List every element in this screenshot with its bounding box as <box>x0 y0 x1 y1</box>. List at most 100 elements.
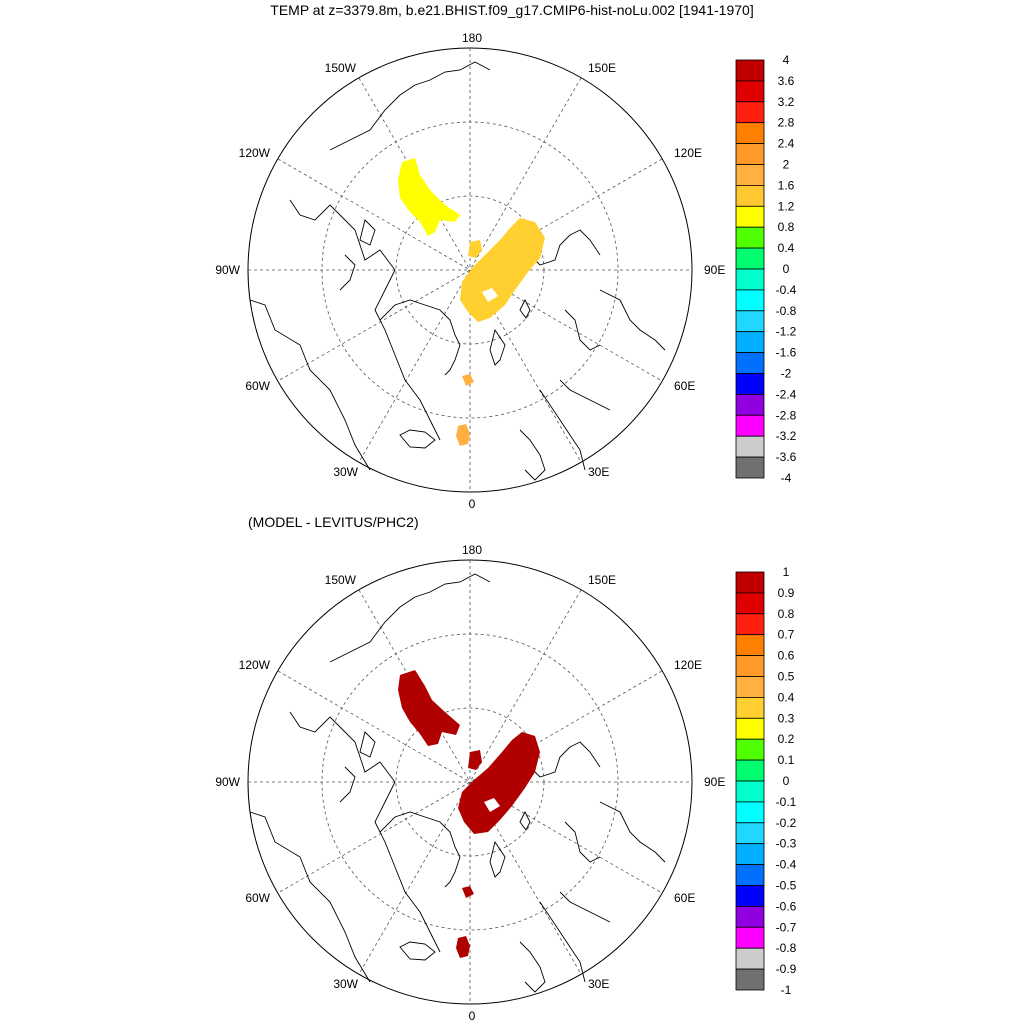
top-graticule <box>248 48 692 492</box>
top-anomaly-region-c <box>462 374 474 386</box>
bottom-lon-120w: 120W <box>239 658 271 672</box>
bottom-colorbar-box <box>735 592 765 615</box>
bottom-lon-0: 0 <box>469 1009 476 1023</box>
bottom-colorbar-label: -1 <box>781 983 792 997</box>
bottom-lon-90w: 90W <box>215 775 240 789</box>
bottom-colorbar-label: -0.5 <box>776 879 797 893</box>
top-colorbar-label: 0.8 <box>778 220 795 234</box>
top-lon-0: 0 <box>469 497 476 511</box>
bottom-lon-60w: 60W <box>245 891 270 905</box>
bottom-anomaly-region-a <box>398 670 460 746</box>
bottom-lon-30w: 30W <box>333 977 358 991</box>
top-anomaly-region-b2 <box>468 240 482 258</box>
bottom-colorbar-box <box>735 697 765 719</box>
top-colorbar-box <box>735 310 765 333</box>
top-colorbar-label: -2.4 <box>776 387 797 401</box>
top-colorbar-box <box>735 247 765 270</box>
bottom-lon-60e: 60E <box>674 891 695 905</box>
top-colorbar-label: 2.4 <box>778 137 795 151</box>
bottom-graticule <box>248 560 692 1004</box>
top-anomaly-region-c2 <box>456 424 470 446</box>
bottom-colorbar-label: 0.8 <box>778 607 795 621</box>
top-colorbar-label: -1.2 <box>776 325 797 339</box>
bottom-colorbar-box <box>735 759 765 782</box>
top-colorbar-box <box>735 164 765 186</box>
top-lon-30e: 30E <box>588 465 609 479</box>
top-field <box>398 158 545 446</box>
bottom-colorbar-box <box>735 717 765 740</box>
bottom-colorbar-box <box>735 885 765 907</box>
bottom-colorbar-box <box>735 571 765 594</box>
top-colorbar-label: -1.6 <box>776 346 797 360</box>
top-colorbar-label: -0.8 <box>776 304 797 318</box>
top-colorbar-box <box>735 414 765 437</box>
top-colorbar-label: -4 <box>781 471 792 485</box>
top-colorbar: 4 3.6 3.2 2.8 2.4 2 1.6 1.2 0.8 0.4 0 -0.4 -0.8 -1.2 -… <box>735 53 797 485</box>
bottom-field <box>398 670 540 958</box>
bottom-colorbar-label: 0 <box>783 774 790 788</box>
top-colorbar-box <box>735 435 765 458</box>
bottom-lon-90e: 90E <box>704 775 725 789</box>
bottom-colorbar-label: 0.3 <box>778 711 795 725</box>
bottom-anomaly-region-b <box>458 732 540 834</box>
top-map: 180 0 90W 90E 150W 120W 150E 120E 60W 30… <box>215 31 796 511</box>
top-colorbar-label: 2.8 <box>778 116 795 130</box>
top-lon-180: 180 <box>462 31 482 45</box>
bottom-colorbar-label: -0.4 <box>776 858 797 872</box>
top-colorbar-box <box>735 205 765 228</box>
bottom-colorbar-label: 0.7 <box>778 628 795 642</box>
top-colorbar-box <box>735 352 765 374</box>
bottom-anomaly-region-b2 <box>468 750 482 770</box>
bottom-colorbar-label: 0.2 <box>778 732 795 746</box>
top-coastlines <box>249 61 666 481</box>
bottom-colorbar-box <box>735 801 765 824</box>
bottom-colorbar-box <box>735 613 765 636</box>
bottom-colorbar-label: 0.6 <box>778 649 795 663</box>
bottom-map: 180 0 90W 90E 150W 120W 150E 120E 60W 30… <box>215 543 796 1023</box>
top-colorbar-box <box>735 456 765 479</box>
top-colorbar-label: 4 <box>783 53 790 67</box>
top-lon-60e: 60E <box>674 379 695 393</box>
bottom-colorbar-box <box>735 968 765 991</box>
top-colorbar-box <box>735 289 765 312</box>
top-colorbar-label: 1.6 <box>778 178 795 192</box>
top-colorbar-box <box>735 80 765 103</box>
bottom-lon-150e: 150E <box>588 573 616 587</box>
bottom-colorbar-label: -0.6 <box>776 899 797 913</box>
top-colorbar-box <box>735 393 765 416</box>
bottom-coastlines <box>249 573 666 993</box>
bottom-lon-30e: 30E <box>588 977 609 991</box>
top-lon-150w: 150W <box>325 61 357 75</box>
top-lon-60w: 60W <box>245 379 270 393</box>
top-anomaly-region-a <box>398 158 460 236</box>
bottom-colorbar-box <box>735 738 765 761</box>
bottom-colorbar: 1 0.9 0.8 0.7 0.6 0.5 0.4 0.3 0.2 0.1 0 -0.1 -0.2 -0.… <box>735 565 797 997</box>
top-lon-120w: 120W <box>239 146 271 160</box>
bottom-colorbar-box <box>735 655 765 677</box>
bottom-lon-120e: 120E <box>674 658 702 672</box>
top-colorbar-label: -2 <box>781 367 792 381</box>
bottom-colorbar-label: -0.2 <box>776 816 797 830</box>
bottom-colorbar-label: -0.1 <box>776 795 797 809</box>
top-colorbar-box <box>735 101 765 124</box>
top-colorbar-box <box>735 226 765 249</box>
top-colorbar-label: 0.4 <box>778 241 795 255</box>
top-colorbar-label: -0.4 <box>776 283 797 297</box>
bottom-colorbar-label: -0.9 <box>776 962 797 976</box>
bottom-colorbar-label: 0.1 <box>778 753 795 767</box>
top-colorbar-box <box>735 122 765 144</box>
top-lon-120e: 120E <box>674 146 702 160</box>
top-colorbar-box <box>735 373 765 395</box>
bottom-colorbar-box <box>735 926 765 949</box>
top-colorbar-label: 1.2 <box>778 199 795 213</box>
top-colorbar-label: -3.2 <box>776 429 797 443</box>
bottom-colorbar-label: 1 <box>783 565 790 579</box>
top-lon-150e: 150E <box>588 61 616 75</box>
bottom-lon-labels: 180 0 90W 90E 150W 120W 150E 120E 60W 30… <box>215 543 725 1023</box>
top-colorbar-box <box>735 143 765 165</box>
top-colorbar-box <box>735 184 765 207</box>
top-anomaly-region-b <box>460 218 545 322</box>
bottom-colorbar-label: 0.4 <box>778 690 795 704</box>
top-colorbar-box <box>735 268 765 291</box>
